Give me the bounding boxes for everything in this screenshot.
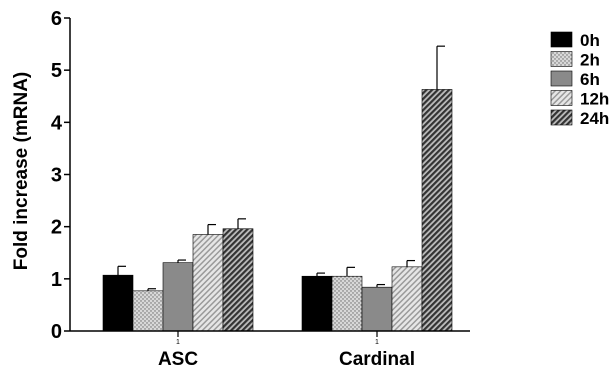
legend-label-2h: 2h (580, 51, 600, 70)
y-tick-label: 6 (51, 8, 62, 30)
legend-swatch-2h (550, 51, 573, 67)
bar-24h-asc (222, 228, 254, 332)
legend-swatch-0h (550, 31, 573, 48)
bar-0h-cardinal (301, 275, 333, 332)
y-tick-label: 1 (51, 269, 62, 291)
y-tick-label: 0 (51, 321, 62, 343)
legend-swatch-12h (550, 90, 573, 106)
bar-6h-asc (162, 262, 194, 332)
legend-swatch-6h (550, 70, 573, 87)
x-category-label-asc: ASC (158, 349, 198, 370)
x-category-label-cardinal: Cardinal (339, 349, 415, 370)
y-tick-label: 3 (51, 165, 62, 187)
y-axis-title: Fold increase (mRNA) (11, 72, 32, 270)
bar-2h-asc (132, 290, 164, 332)
bar-6h-cardinal (361, 286, 393, 332)
bar-0h-asc (102, 274, 134, 332)
bar-2h-cardinal (331, 275, 363, 332)
legend-label-12h: 12h (580, 90, 609, 109)
legend-swatch-24h (550, 109, 573, 126)
bar-12h-asc (192, 234, 224, 332)
y-tick-label: 2 (51, 217, 62, 239)
y-tick-label: 4 (51, 112, 63, 134)
bar-12h-cardinal (391, 266, 423, 332)
x-tick-sublabel: 1 (375, 339, 379, 346)
x-tick-sublabel: 1 (176, 339, 180, 346)
y-tick-label: 5 (51, 60, 62, 82)
legend-label-24h: 24h (580, 109, 609, 128)
legend-label-6h: 6h (580, 70, 600, 89)
bar-24h-cardinal (421, 89, 453, 332)
legend-label-0h: 0h (580, 31, 600, 50)
